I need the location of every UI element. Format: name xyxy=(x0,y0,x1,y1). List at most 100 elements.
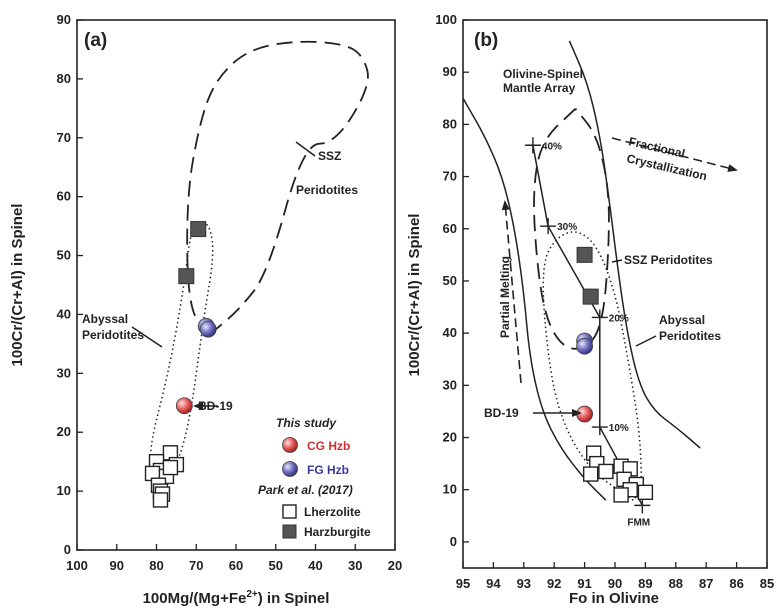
panel-a-frame xyxy=(76,19,396,551)
abyssal-label-line1: Abyssal xyxy=(82,312,128,326)
melting-mark-label: 20% xyxy=(609,313,629,324)
melting-mark-label: 10% xyxy=(609,423,629,434)
harzburgite-point xyxy=(576,246,593,263)
y-tick-label: 30 xyxy=(57,365,71,380)
pm-arrow xyxy=(501,200,522,384)
panel-b: 40% 30% 20% 10% FMM 95 94 93 92 91 90 89 88 87 86 85 0 1… xyxy=(406,12,774,607)
y-tick-label: 80 xyxy=(443,116,457,131)
mantle-array-left-curve xyxy=(462,97,607,501)
melting-mark-label: 30% xyxy=(557,222,577,233)
lherzolite-point xyxy=(582,466,599,482)
legend-park: Park et al. (2017) xyxy=(258,483,353,497)
melting-marks: 40% 30% 20% 10% FMM xyxy=(524,137,651,528)
panel-b-frame xyxy=(462,19,768,569)
y-tick-label: 10 xyxy=(57,483,71,498)
panel-a-points xyxy=(144,221,217,508)
panel-b-xlabel: Fo in Olivine xyxy=(569,590,659,607)
cg-hzb-point xyxy=(175,397,193,415)
lherzolite-point xyxy=(598,463,614,480)
legend-harz-marker xyxy=(282,524,297,539)
legend-harz-label: Harzburgite xyxy=(304,525,371,539)
panel-b-ylabel: 100Cr/(Cr+Al) in Spinel xyxy=(406,214,423,377)
y-tick-label: 60 xyxy=(443,221,457,236)
mantle-array-right-curve xyxy=(568,40,701,449)
ssz-label-b: SSZ Peridotites xyxy=(624,253,713,267)
x-tick-label: 40 xyxy=(308,558,322,573)
y-tick-label: 70 xyxy=(443,169,457,184)
ssz-label-line1: SSZ xyxy=(318,149,341,163)
y-tick-label: 60 xyxy=(57,189,71,204)
x-tick-label: 20 xyxy=(388,558,402,573)
x-tick-label: 89 xyxy=(638,576,652,591)
y-tick-label: 70 xyxy=(57,130,71,145)
x-tick-label: 95 xyxy=(456,576,470,591)
y-tick-label: 0 xyxy=(64,542,71,557)
y-tick-label: 20 xyxy=(443,430,457,445)
fg-hzb-point xyxy=(576,337,593,355)
panel-b-label: (b) xyxy=(474,30,498,51)
panel-a-xlabel: 100Mg/(Mg+Fe2+) in Spinel xyxy=(143,589,330,607)
abyssal-field-outline xyxy=(149,221,214,492)
bd19-label-b: BD-19 xyxy=(484,406,519,420)
abyssal-label-line2: Peridotites xyxy=(82,328,144,342)
harzburgite-point xyxy=(190,221,207,238)
harzburgite-point xyxy=(582,288,599,305)
legend-lherz-marker xyxy=(282,504,297,519)
panel-b-ticks: 95 94 93 92 91 90 89 88 87 86 85 0 10 20 30 40 50 60 70 80 9… xyxy=(435,12,774,591)
fc-arrow xyxy=(611,137,738,172)
x-tick-label: 87 xyxy=(699,576,713,591)
x-tick-label: 50 xyxy=(269,558,283,573)
x-tick-label: 91 xyxy=(577,576,591,591)
legend-this-study: This study xyxy=(276,416,337,430)
legend-cg-marker xyxy=(282,437,298,453)
y-tick-label: 90 xyxy=(443,64,457,79)
abyssal-label-b-line1: Abyssal xyxy=(659,313,705,327)
y-tick-label: 40 xyxy=(443,325,457,340)
x-tick-label: 88 xyxy=(669,576,683,591)
lherzolite-point xyxy=(152,492,169,508)
y-tick-label: 50 xyxy=(57,248,71,263)
pm-label: Partial Melting xyxy=(498,256,512,338)
mantle-array-label-line1: Olivine-Spinel xyxy=(503,67,583,81)
legend-fg-marker xyxy=(282,461,298,477)
abyssal-label-b-line2: Peridotites xyxy=(659,329,721,343)
x-tick-label: 85 xyxy=(760,576,774,591)
y-tick-label: 40 xyxy=(57,306,71,321)
panel-a-label: (a) xyxy=(84,30,107,51)
x-tick-label: 30 xyxy=(348,558,362,573)
x-tick-label: 92 xyxy=(547,576,561,591)
abyssal-leader-b xyxy=(635,335,657,347)
legend-lherz-label: Lherzolite xyxy=(304,505,361,519)
lherzolite-point xyxy=(613,487,629,503)
x-tick-label: 100 xyxy=(66,558,88,573)
cg-hzb-point xyxy=(576,405,593,423)
x-tick-label: 86 xyxy=(729,576,743,591)
ssz-leader xyxy=(295,141,316,157)
ssz-leader-b xyxy=(611,259,623,263)
legend: This study CG Hzb FG Hzb Park et al. (20… xyxy=(258,416,371,539)
fg-hzb-point xyxy=(199,320,217,338)
x-tick-label: 80 xyxy=(149,558,163,573)
panel-a: 100 90 80 70 60 50 40 30 20 0 10 20 30 40 50 60 70 80 90 (… xyxy=(9,12,402,607)
y-tick-label: 50 xyxy=(443,273,457,288)
y-tick-label: 30 xyxy=(443,377,457,392)
x-tick-label: 90 xyxy=(110,558,124,573)
panel-a-ylabel: 100Cr/(Cr+Al) in Spinel xyxy=(9,204,26,367)
melting-mark-label: FMM xyxy=(627,517,650,528)
legend-cg-label: CG Hzb xyxy=(307,439,350,453)
ssz-field-outline-b xyxy=(533,108,610,350)
harzburgite-point xyxy=(178,268,195,285)
x-tick-label: 70 xyxy=(189,558,203,573)
y-tick-label: 10 xyxy=(443,482,457,497)
y-tick-label: 20 xyxy=(57,424,71,439)
x-tick-label: 90 xyxy=(608,576,622,591)
x-tick-label: 60 xyxy=(229,558,243,573)
mantle-array-label-line2: Mantle Array xyxy=(503,81,576,95)
y-tick-label: 0 xyxy=(450,534,457,549)
y-tick-label: 80 xyxy=(57,71,71,86)
abyssal-leader xyxy=(131,326,163,348)
legend-fg-label: FG Hzb xyxy=(307,463,349,477)
lherzolite-point xyxy=(637,484,654,501)
panel-a-ticks: 100 90 80 70 60 50 40 30 20 0 10 20 30 40 50 60 70 80 90 xyxy=(57,12,403,573)
